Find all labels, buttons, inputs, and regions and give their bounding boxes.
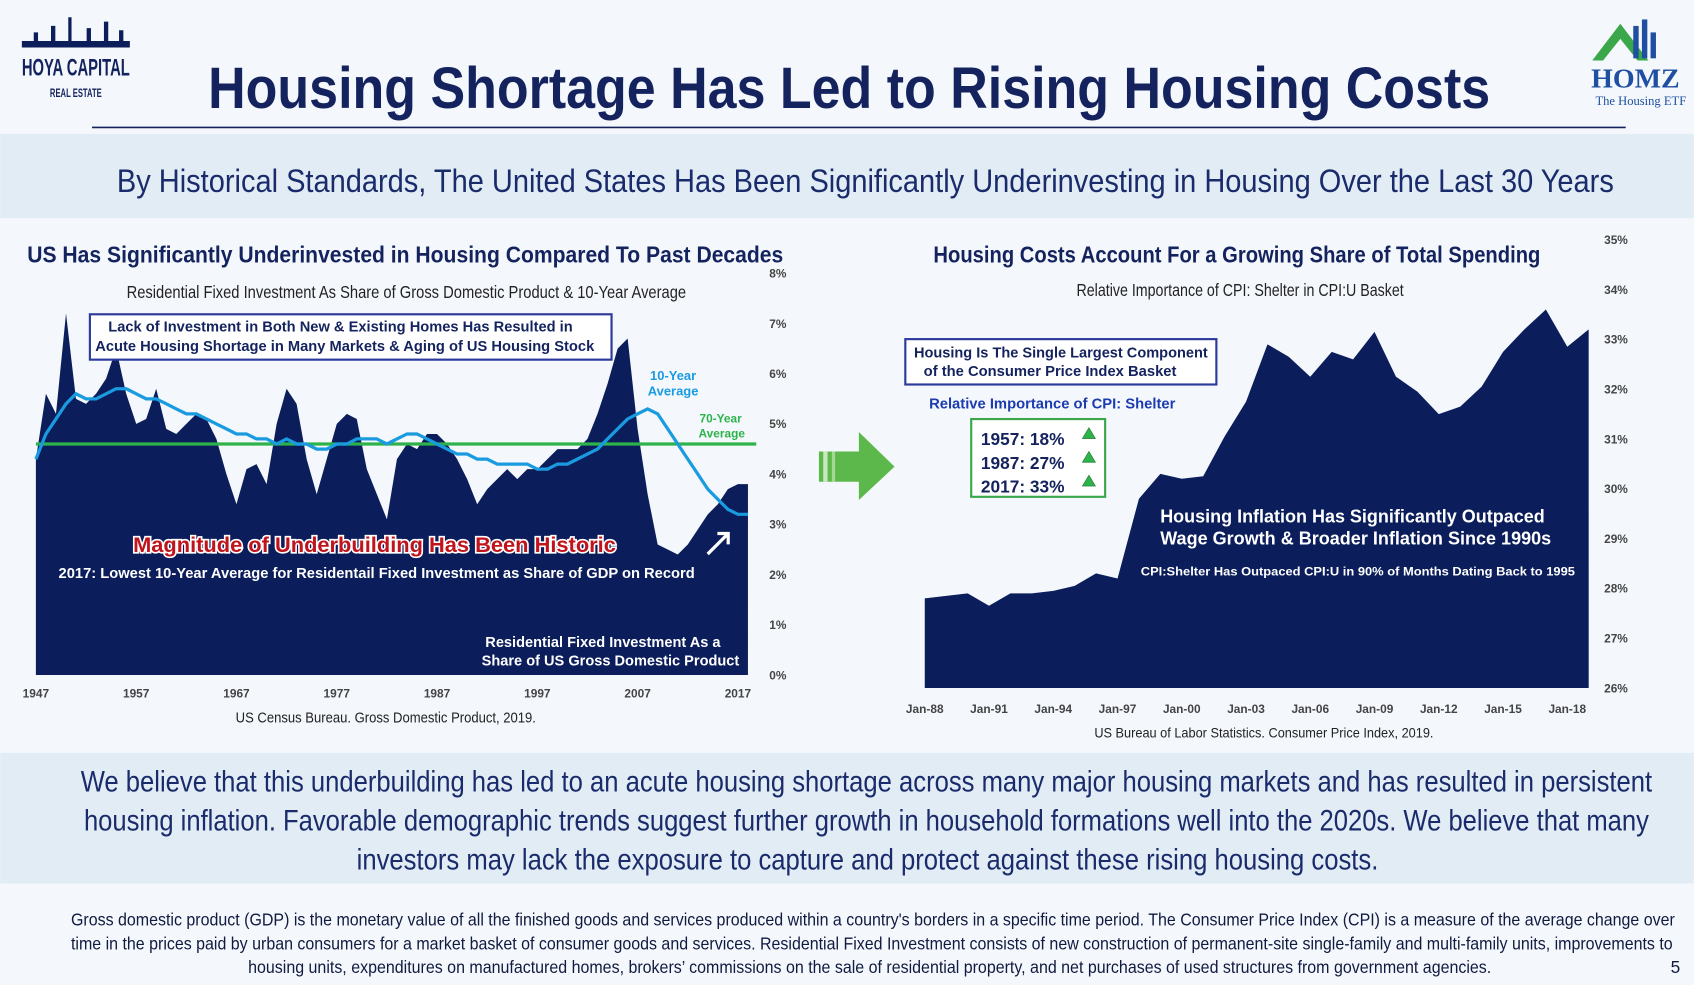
x-tick-label: Jan-03 <box>1227 702 1265 716</box>
stat: 2017: 33% <box>981 477 1065 497</box>
note: Housing Is The Single Largest Component <box>914 345 1208 361</box>
logo-text: HOYA CAPITAL <box>22 55 130 82</box>
plot: 0% 1% 2% 3% 4% 5% 6% 7% 8% 1947 1957 1967 1977 1987 19… <box>23 267 787 701</box>
chart-subtitle: Relative Importance of CPI: Shelter in C… <box>1077 280 1404 300</box>
y-tick-label: 35% <box>1604 233 1628 247</box>
y-tick-label: 33% <box>1604 333 1628 347</box>
chart-title: Housing Costs Account For a Growing Shar… <box>933 241 1540 267</box>
y-tick-label: 30% <box>1604 482 1628 496</box>
series-label: Average <box>698 426 745 440</box>
y-tick-label: 6% <box>769 367 787 381</box>
up-icons <box>1081 427 1096 487</box>
x-tick-label: 2007 <box>624 687 651 701</box>
y-tick-label: 29% <box>1604 532 1628 546</box>
x-tick-label: Jan-12 <box>1420 702 1458 716</box>
y-tick-label: 34% <box>1604 283 1628 297</box>
y-tick-label: 27% <box>1604 632 1628 646</box>
y-tick-label: 7% <box>769 317 787 331</box>
y-tick-label: 2% <box>769 568 787 582</box>
logo-text: The Housing ETF <box>1595 93 1686 108</box>
headline: Magnitude of Underbuilding Has Been Hist… <box>133 532 616 557</box>
page-number: 5 <box>1671 957 1681 977</box>
logo-left: HOYA CAPITAL REAL ESTATE <box>22 17 130 100</box>
x-tick-label: 1947 <box>23 687 50 701</box>
subtitle-band <box>0 133 1694 219</box>
x-tick-label: Jan-94 <box>1034 702 1072 716</box>
x-tick-label: Jan-18 <box>1548 702 1586 716</box>
plot: 26% 27% 28% 29% 30% 31% 32% 33% 34% 35% Jan-88 Jan-… <box>906 233 1628 716</box>
stat: 1957: 18% <box>981 429 1065 449</box>
series-label: Share of US Gross Domestic Product <box>482 653 740 669</box>
footnote-line: Gross domestic product (GDP) is the mone… <box>71 910 1675 930</box>
summary-line: housing inflation. Favorable demographic… <box>84 806 1649 838</box>
series-label: Residential Fixed Investment As a <box>485 635 721 651</box>
y-tick-label: 32% <box>1604 382 1628 396</box>
x-tick-label: Jan-91 <box>970 702 1008 716</box>
transition-arrow <box>818 432 895 501</box>
summary-line: We believe that this underbuilding has l… <box>81 767 1652 799</box>
x-tick-label: 1977 <box>324 687 351 701</box>
series-label: 70-Year <box>700 411 743 425</box>
x-tick-label: Jan-88 <box>906 702 944 716</box>
area <box>924 309 1589 688</box>
chart-subtitle: Residential Fixed Investment As Share of… <box>127 282 686 302</box>
stat: 1987: 27% <box>981 453 1065 473</box>
x-tick-label: Jan-15 <box>1484 702 1522 716</box>
y-tick-label: 0% <box>769 668 787 682</box>
arrow-strip <box>831 451 836 482</box>
note: of the Consumer Price Index Basket <box>924 364 1177 380</box>
y-tick-label: 4% <box>769 467 787 481</box>
y-tick-label: 3% <box>769 518 787 532</box>
x-tick-label: 2017 <box>725 687 752 701</box>
stats-title: Relative Importance of CPI: Shelter <box>929 396 1176 412</box>
bar-icon <box>1641 19 1648 59</box>
series-label: 10-Year <box>650 368 696 383</box>
line <box>34 387 748 516</box>
footnote-line: housing units, expenditures on manufactu… <box>248 957 1491 977</box>
arrow-strip <box>823 451 828 482</box>
x-tick-label: Jan-00 <box>1163 702 1201 716</box>
x-tick-label: Jan-97 <box>1099 702 1137 716</box>
headline: Wage Growth & Broader Inflation Since 19… <box>1160 527 1551 548</box>
x-tick-label: 1957 <box>123 687 150 701</box>
title: Housing Shortage Has Led to Rising Housi… <box>208 56 1490 121</box>
x-tick-label: 1987 <box>424 687 451 701</box>
headline: Housing Inflation Has Significantly Outp… <box>1160 506 1544 527</box>
area <box>35 313 748 676</box>
summary-band <box>0 752 1694 884</box>
note: Lack of Investment in Both New & Existin… <box>108 320 572 336</box>
note-box <box>904 338 1218 386</box>
callout: CPI:Shelter Has Outpaced CPI:U in 90% of… <box>1141 565 1575 579</box>
note-box <box>88 313 613 361</box>
series-label: Average <box>648 383 699 398</box>
y-tick-label: 1% <box>769 618 787 632</box>
x-tick-label: Jan-09 <box>1356 702 1394 716</box>
logo-text: HOMZ <box>1591 63 1680 93</box>
y-tick-label: 31% <box>1604 432 1628 446</box>
x-tick-label: 1967 <box>223 687 250 701</box>
source: US Bureau of Labor Statistics. Consumer … <box>1094 725 1433 741</box>
bar-icon <box>1650 32 1656 59</box>
subtitle: By Historical Standards, The United Stat… <box>117 163 1614 199</box>
logo-right: HOMZ The Housing ETF <box>1591 19 1686 108</box>
note: Acute Housing Shortage in Many Markets &… <box>95 339 595 355</box>
stats-box <box>970 417 1107 498</box>
y-tick-label: 26% <box>1604 681 1628 695</box>
skyline <box>21 17 130 48</box>
callout-arrow <box>706 531 730 556</box>
footnote-line: time in the prices paid by urban consume… <box>71 933 1673 953</box>
callout: 2017: Lowest 10-Year Average for Residen… <box>59 566 695 582</box>
chart-title: US Has Significantly Underinvested in Ho… <box>27 241 783 267</box>
arrow <box>818 432 895 501</box>
summary-line: investors may lack the exposure to captu… <box>357 844 1379 876</box>
x-tick-label: Jan-06 <box>1291 702 1329 716</box>
y-tick-label: 8% <box>769 267 787 281</box>
bar-icon <box>1633 25 1639 59</box>
source: US Census Bureau. Gross Domestic Product… <box>236 710 536 727</box>
y-tick-label: 28% <box>1604 582 1628 596</box>
logo-text: REAL ESTATE <box>50 86 102 100</box>
x-tick-label: 1997 <box>524 687 551 701</box>
y-tick-label: 5% <box>769 417 787 431</box>
